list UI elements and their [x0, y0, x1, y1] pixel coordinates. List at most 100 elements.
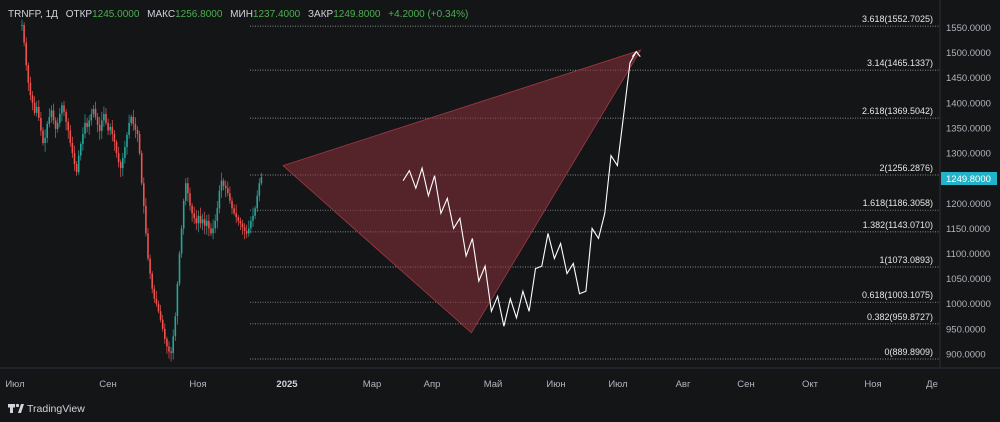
candle-body: [254, 208, 256, 216]
time-tick-label: Мар: [363, 379, 382, 390]
candle-body: [197, 215, 200, 224]
price-tick-label: 1100.0000: [946, 249, 990, 260]
fib-level-label: 0.382(959.8727): [867, 312, 933, 322]
candle-body: [128, 122, 130, 135]
candle-body: [229, 193, 231, 201]
candle-body: [208, 220, 210, 229]
candle-body: [206, 220, 208, 226]
triangle-pattern[interactable]: [282, 49, 642, 334]
candle-body: [33, 102, 36, 113]
candle-body: [243, 227, 246, 231]
time-tick-label: Ноя: [864, 379, 881, 390]
candle-body: [138, 134, 141, 154]
candle-body: [21, 25, 23, 26]
price-tick-label: 1050.0000: [946, 274, 991, 285]
candle-body: [191, 205, 193, 214]
candle-body: [115, 142, 118, 153]
candle-body: [109, 126, 111, 131]
candle-body: [105, 113, 107, 123]
time-tick-label: Сен: [99, 379, 116, 390]
price-projection-path[interactable]: [402, 51, 637, 327]
open-label: ОТКР: [66, 9, 93, 20]
candle-body: [140, 153, 143, 184]
change-value: +4.2000 (+0.34%): [388, 9, 468, 20]
candle-body: [82, 134, 84, 144]
candle-body: [214, 220, 216, 229]
candle-body: [46, 123, 48, 138]
candle-body: [67, 121, 69, 131]
candle-body: [132, 116, 135, 124]
candle-body: [153, 288, 156, 299]
candle-body: [157, 303, 160, 312]
time-tick-label: Окт: [802, 379, 819, 390]
candle-body: [248, 228, 250, 234]
candle-body: [75, 164, 78, 173]
candle-body: [124, 147, 126, 158]
time-tick-label: Де: [926, 379, 938, 390]
candle-body: [117, 153, 120, 163]
candle-body: [42, 130, 44, 144]
candle-body: [73, 153, 76, 165]
candle-body: [61, 105, 63, 114]
time-scale[interactable]: Июл Сен Ноя 2025 Мар Апр Май Июн Июл Авг Сен Окт Ноя…: [5, 379, 938, 390]
candle-body: [136, 130, 139, 134]
close-value: 1249.8000: [333, 9, 381, 20]
candle-body: [77, 155, 80, 173]
candle-body: [88, 120, 90, 127]
fib-level-label: 2.618(1369.5042): [862, 106, 933, 116]
brand-label: TradingView: [27, 403, 85, 415]
candle-body: [147, 233, 149, 259]
tradingview-logo[interactable]: TradingView: [8, 403, 85, 415]
candle-body: [174, 316, 177, 337]
candle-body: [52, 110, 55, 121]
time-tick-label: Июл: [608, 379, 627, 390]
candle-body: [176, 283, 179, 317]
candle-body: [172, 336, 174, 353]
low-label: МИН: [230, 9, 253, 20]
candle-body: [250, 220, 252, 229]
candle-body: [31, 95, 34, 103]
candle-body: [145, 205, 147, 234]
candle-body: [38, 106, 40, 118]
candle-body: [35, 106, 38, 113]
time-tick-label: 2025: [276, 379, 298, 390]
price-tick-label: 1150.0000: [946, 224, 990, 235]
price-tick-label: 1350.0000: [946, 123, 991, 134]
candle-body: [168, 346, 170, 352]
svg-text:TRNFP, 1Д ОТКР1245.0000: TRNFP, 1Д ОТКР1245.0000 МАКС1256.8000 МИ…: [8, 9, 468, 20]
candle-body: [90, 113, 93, 121]
candle-body: [252, 215, 254, 221]
time-tick-label: Июл: [5, 379, 24, 390]
candle-body: [111, 126, 114, 134]
candle-body: [166, 338, 168, 347]
candle-body: [86, 122, 88, 127]
fib-level-label: 0(889.8909): [884, 347, 933, 357]
fib-level-label: 1.382(1143.0710): [863, 220, 933, 230]
candle-body: [69, 130, 72, 144]
candle-body: [126, 135, 128, 148]
last-price-label: 1249.8000: [946, 174, 991, 185]
candle-body: [218, 190, 221, 209]
tradingview-icon: [8, 403, 24, 413]
candle-body: [241, 223, 244, 228]
candle-body: [130, 116, 132, 123]
last-price-tag: [941, 172, 997, 185]
candle-body: [92, 108, 95, 114]
price-tick-label: 1300.0000: [946, 149, 991, 160]
close-label: ЗАКР: [308, 9, 334, 20]
candle-body: [63, 105, 65, 112]
fib-level-label: 1.618(1186.3058): [863, 198, 933, 208]
candle-body: [50, 110, 53, 117]
symbol-label: TRNFP, 1Д: [8, 9, 58, 20]
price-tick-label: 950.0000: [946, 324, 986, 335]
candle-body: [222, 180, 225, 186]
candle-body: [59, 113, 61, 123]
candle-body: [149, 258, 151, 274]
candle-body: [235, 213, 237, 218]
fib-level-label: 0.618(1003.1075): [862, 290, 933, 300]
candle-body: [107, 122, 109, 131]
candle-body: [54, 120, 57, 129]
candle-body: [220, 180, 223, 191]
price-candles: [21, 19, 263, 362]
